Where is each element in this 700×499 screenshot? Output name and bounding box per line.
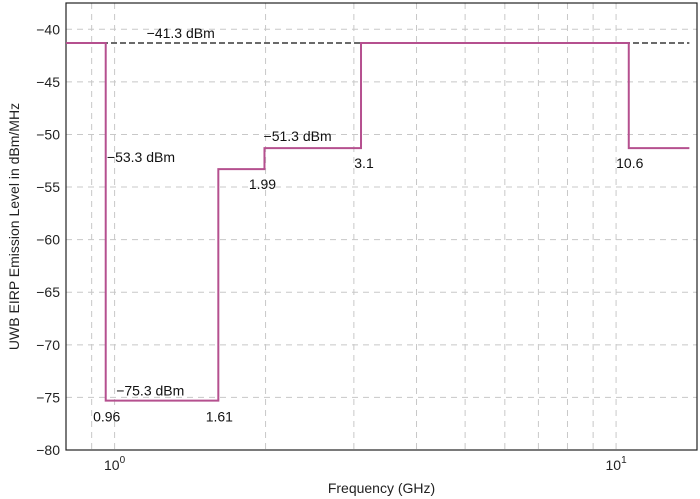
y-tick-label: −70 [36,337,60,353]
annotation-label: 1.61 [206,409,233,425]
y-tick-label: −50 [36,126,60,142]
emission-mask-line [66,41,690,402]
annotation-label: 1.99 [249,176,276,192]
x-tick-labels: 100 101 [104,455,627,473]
x-tick-label: 100 [104,455,126,473]
annotation-label: −51.3 dBm [264,128,332,144]
y-tick-label: −80 [36,442,60,458]
annotation-label: 0.96 [93,409,120,425]
annotation-label: 10.6 [616,155,643,171]
x-axis-label: Frequency (GHz) [328,480,435,496]
y-tick-label: −40 [36,21,60,37]
annotation-label: 3.1 [354,155,374,171]
y-tick-label: −45 [36,74,60,90]
y-tick-label: −75 [36,389,60,405]
series-group [66,41,690,402]
annotations: −41.3 dBm −53.3 dBm −51.3 dBm −75.3 dBm 0.96… [93,25,644,425]
annotation-label: −41.3 dBm [147,25,215,41]
grid-lines [66,3,697,451]
y-tick-label: −60 [36,232,60,248]
y-tick-label: −65 [36,284,60,300]
y-tick-label: −55 [36,179,60,195]
y-axis-label: UWB EIRP Emission Level in dBm/MHz [6,103,22,350]
annotation-label: −53.3 dBm [107,149,175,165]
x-tick-label: 101 [606,455,628,473]
plot-frame [65,2,698,451]
y-tick-labels: −40 −45 −50 −55 −60 −65 −70 −75 −80 [36,21,60,458]
annotation-label: −75.3 dBm [116,383,184,399]
